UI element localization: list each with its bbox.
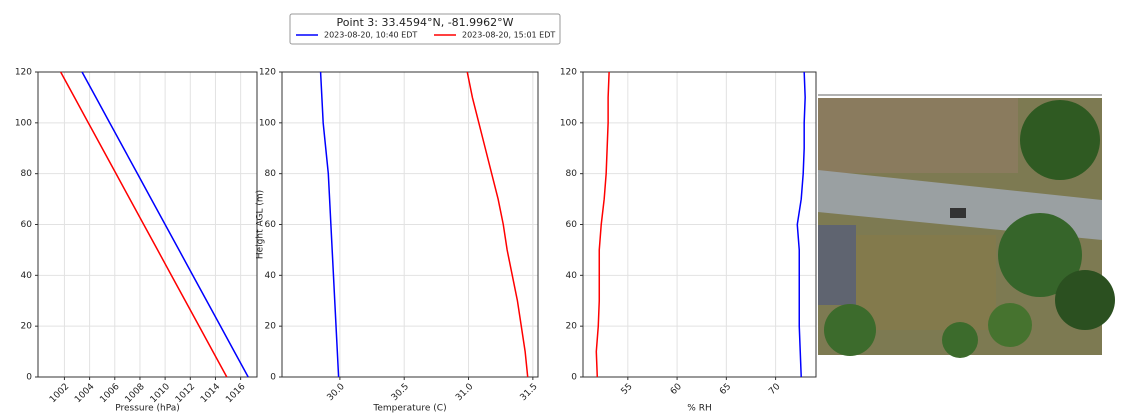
profile-line (60, 71, 228, 378)
photo-yard (856, 235, 996, 330)
y-tick-label: 60 (21, 220, 33, 230)
y-tick-label: 120 (259, 68, 276, 78)
photo-lawn (818, 98, 1018, 173)
y-tick-label: 20 (265, 322, 277, 332)
y-axis-label: Height AGL (m) (256, 190, 266, 259)
y-tick-label: 40 (21, 271, 33, 281)
profile-line (595, 71, 610, 378)
x-axis-label: Temperature (C) (372, 404, 446, 414)
legend-box (289, 13, 561, 45)
plot-frame (37, 71, 258, 378)
profile-line (796, 71, 806, 378)
legend: Point 3: 33.4594°N, -81.9962°W (289, 13, 561, 45)
y-tick-label: 100 (15, 118, 32, 128)
photo-car (950, 208, 966, 218)
plot-frame (582, 71, 817, 378)
y-tick-label: 20 (21, 322, 33, 332)
photo (818, 94, 1115, 358)
y-tick-label: 100 (259, 118, 276, 128)
y-tick-label: 60 (566, 220, 578, 230)
y-tick-label: 0 (270, 373, 276, 383)
y-tick-label: 20 (566, 322, 578, 332)
y-tick-label: 0 (26, 373, 32, 383)
y-tick-label: 80 (21, 169, 33, 179)
y-tick-label: 40 (566, 271, 578, 281)
x-axis-label: % RH (687, 404, 711, 414)
legend-label: 2023-08-20, 15:01 EDT (462, 31, 555, 40)
photo-tree (988, 303, 1032, 347)
photo-tree (1020, 100, 1100, 180)
photo-tree (824, 304, 876, 356)
x-axis-label: Pressure (hPa) (115, 404, 180, 414)
y-tick-label: 80 (265, 169, 277, 179)
photo-tree (1055, 270, 1115, 330)
photo-tree (998, 213, 1082, 297)
y-tick-label: 80 (566, 169, 578, 179)
profile-line (81, 71, 249, 378)
y-tick-label: 100 (560, 118, 577, 128)
photo-tree (942, 322, 978, 358)
photo-roof (818, 225, 856, 305)
y-tick-label: 60 (265, 220, 277, 230)
y-tick-label: 40 (265, 271, 277, 281)
legend-label: 2023-08-20, 10:40 EDT (324, 31, 417, 40)
figure-title: Point 3: 33.4594°N, -81.9962°W (336, 16, 513, 29)
profile-line (319, 71, 340, 378)
y-tick-label: 120 (15, 68, 32, 78)
y-tick-label: 0 (571, 373, 577, 383)
profile-line (466, 71, 529, 378)
y-tick-label: 120 (560, 68, 577, 78)
plot-frame (281, 71, 539, 378)
